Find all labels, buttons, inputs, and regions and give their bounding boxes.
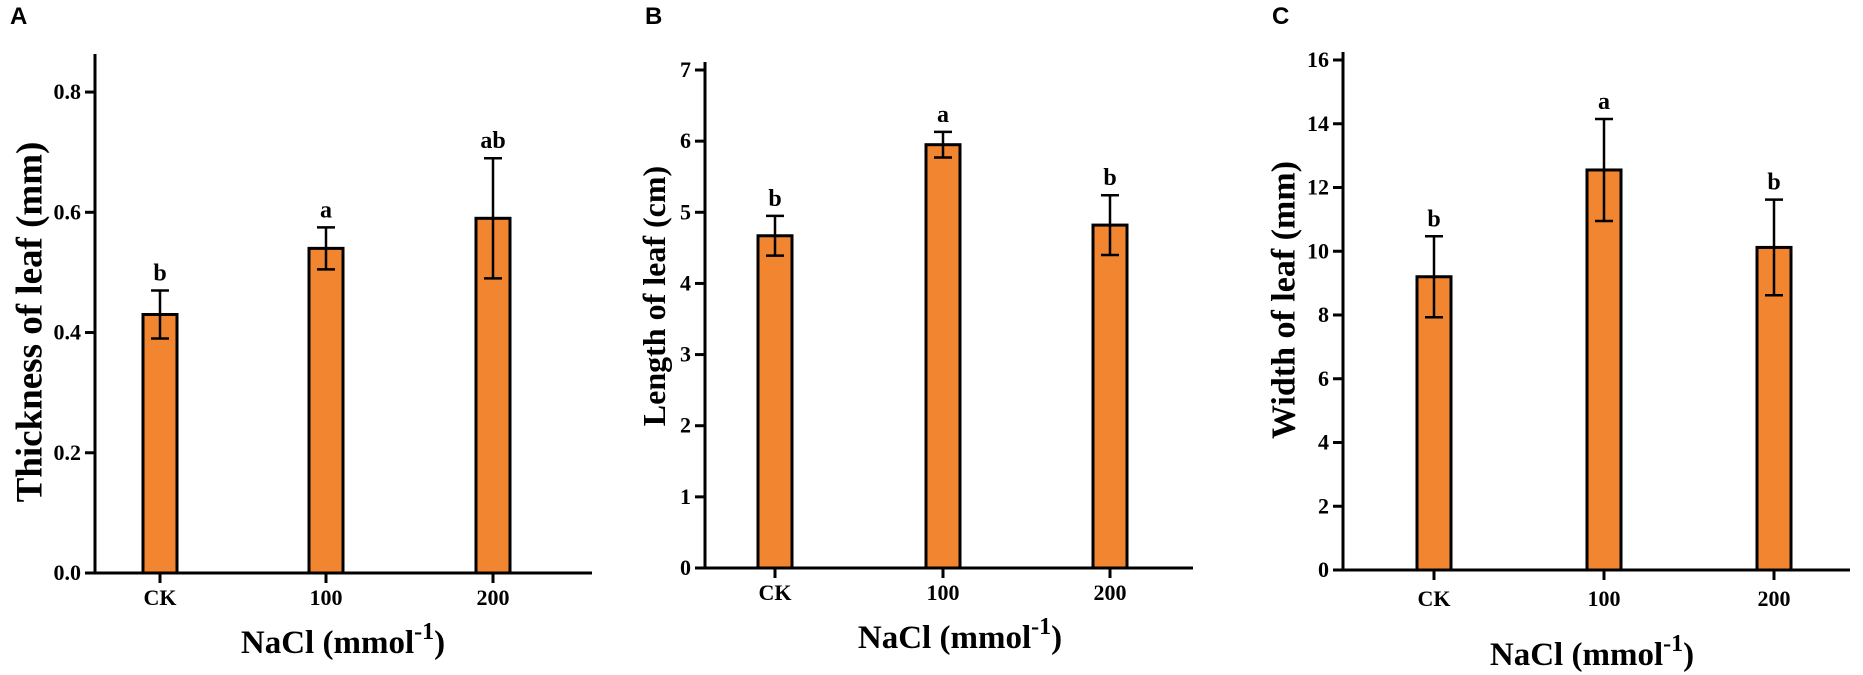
panel-a: A 0.0 0.2 0.4 0.6 0.8 b CK a 100 ab 200 Thickness of…	[10, 3, 592, 661]
y-tick-label: 3	[680, 342, 691, 367]
y-tick-label: 4	[1318, 430, 1329, 455]
x-axis-title-superscript: -1	[1663, 631, 1683, 657]
category-label: 100	[1588, 586, 1621, 611]
category-label: CK	[1418, 586, 1451, 611]
y-tick-label: 0.8	[54, 79, 82, 104]
x-axis-title: NaCl (mmol-1)	[241, 619, 445, 661]
x-axis-title: NaCl (mmol-1)	[858, 614, 1062, 656]
significance-label: b	[1427, 206, 1440, 232]
bar	[924, 143, 962, 570]
category-label: 200	[477, 585, 510, 610]
bar	[756, 234, 794, 570]
x-axis-title-superscript: -1	[1031, 614, 1051, 640]
y-axis-title: Length of leaf (cm)	[636, 166, 672, 426]
y-tick-label: 0.0	[54, 560, 82, 585]
panel-b: B 0 1 2 3 4 5 6 7 b CK a 100 b 200 Length of leaf (cm) N…	[636, 3, 1193, 656]
y-tick-label: 5	[680, 199, 691, 224]
bar	[1415, 275, 1453, 572]
y-tick-label: 0	[1318, 557, 1329, 582]
y-tick-label: 6	[680, 128, 691, 153]
bar	[1585, 168, 1623, 572]
significance-label: b	[1767, 170, 1780, 196]
significance-label: b	[153, 260, 166, 286]
significance-label: a	[320, 197, 332, 223]
x-axis-title-main: NaCl (mmol	[241, 625, 414, 661]
y-tick-label: 0.6	[54, 199, 82, 224]
y-tick-label: 1	[680, 484, 691, 509]
significance-label: a	[937, 102, 949, 128]
bar	[1091, 223, 1129, 570]
y-tick-label: 8	[1318, 302, 1329, 327]
y-tick-label: 14	[1307, 111, 1329, 136]
category-label: CK	[144, 585, 177, 610]
y-tick-label: 0.2	[54, 440, 82, 465]
category-label: 200	[1758, 586, 1791, 611]
panel-c: C 0 2 4 6 8 10 12 14 16 b CK a 100 b 200 Width of leaf (…	[1266, 3, 1850, 673]
panel-letter: C	[1272, 3, 1289, 30]
x-axis-title-close: )	[1683, 637, 1694, 673]
significance-label: b	[1103, 165, 1116, 191]
panel-letter: B	[645, 3, 662, 30]
category-label: 200	[1094, 580, 1127, 605]
y-tick-label: 0.4	[54, 320, 82, 345]
y-tick-label: 12	[1307, 175, 1329, 200]
category-label: 100	[927, 580, 960, 605]
y-tick-label: 7	[680, 57, 691, 82]
x-axis-title-close: )	[1051, 620, 1062, 656]
y-tick-label: 2	[680, 413, 691, 438]
y-tick-label: 16	[1307, 47, 1329, 72]
y-tick-label: 10	[1307, 238, 1329, 263]
x-axis-title-main: NaCl (mmol	[858, 620, 1031, 656]
y-axis-title: Width of leaf (mm)	[1266, 161, 1303, 439]
category-label: 100	[310, 585, 343, 610]
panel-letter: A	[10, 3, 27, 30]
significance-label: a	[1598, 89, 1610, 115]
y-tick-label: 4	[680, 270, 691, 295]
y-tick-label: 6	[1318, 366, 1329, 391]
bar	[474, 216, 512, 575]
bar	[1755, 245, 1793, 572]
significance-label: ab	[480, 128, 505, 154]
bar	[307, 246, 345, 575]
x-axis-title-close: )	[434, 625, 445, 661]
significance-label: b	[768, 186, 781, 212]
bar	[141, 312, 179, 575]
x-axis-title: NaCl (mmol-1)	[1490, 631, 1694, 673]
y-tick-label: 0	[680, 555, 691, 580]
x-axis-title-main: NaCl (mmol	[1490, 637, 1663, 673]
category-label: CK	[759, 580, 792, 605]
y-axis-title: Thickness of leaf (mm)	[10, 142, 51, 503]
y-tick-label: 2	[1318, 493, 1329, 518]
x-axis-title-superscript: -1	[414, 619, 434, 645]
